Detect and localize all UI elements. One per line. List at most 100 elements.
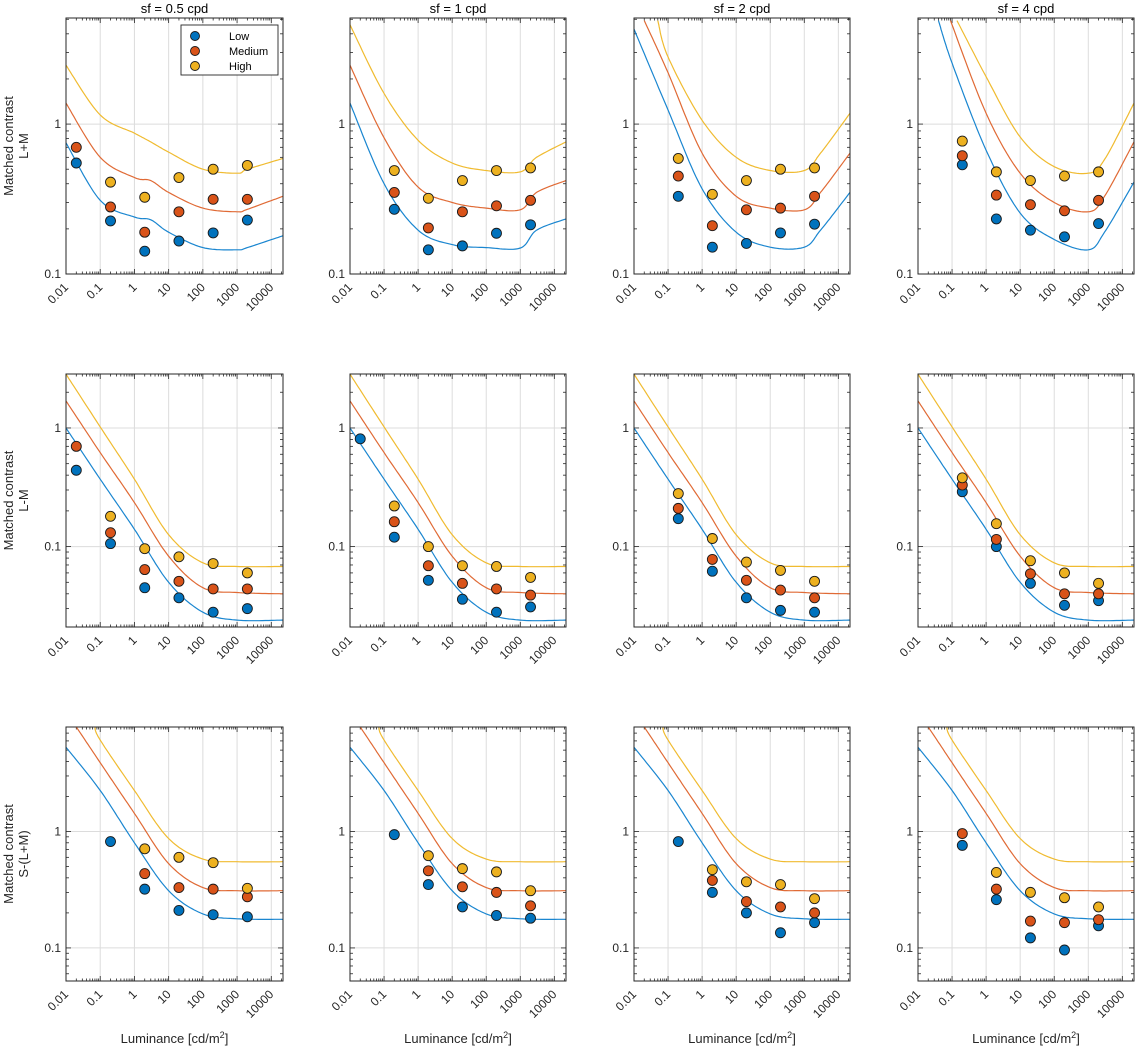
y-tick-label: 1 [622, 825, 629, 839]
curve-high [657, 20, 850, 173]
panel-r2-c3: 0.1 1 0.01 0.1 1 10 100 1000 10000 [612, 373, 851, 667]
x-tick-label: 1000 [213, 987, 242, 1016]
y-tick-label: 0.1 [328, 267, 345, 281]
axes-box [65, 17, 284, 275]
x-tick-label: 1000 [497, 987, 526, 1016]
x-axis-label-sup: 2 [1071, 1030, 1076, 1040]
curves-group [350, 727, 566, 920]
x-tick-label: 1000 [213, 280, 242, 309]
data-point-medium [525, 194, 536, 206]
x-tick-label: 10000 [526, 987, 560, 1021]
curve-low [66, 427, 283, 622]
y-axis-label-line1: Matched contrast [1, 804, 16, 904]
x-tick-label: 1000 [781, 633, 810, 662]
x-tick-label: 0.1 [935, 987, 957, 1009]
x-tick-label: 100 [467, 280, 491, 304]
x-axis-label: Luminance [cd/m2] [404, 1030, 512, 1046]
x-axis-label-main: Luminance [cd/m [972, 1031, 1071, 1046]
data-point-high [990, 866, 1002, 878]
data-point-low [456, 240, 468, 252]
data-point-medium [740, 896, 752, 908]
data-point-low [775, 227, 786, 239]
data-point-high [706, 533, 718, 544]
x-tick-label: 10 [438, 633, 458, 653]
curve-medium [350, 64, 566, 212]
data-point-medium [105, 201, 116, 213]
y-tick-label: 0.1 [612, 540, 629, 554]
data-point-low [706, 565, 718, 577]
data-point-medium [706, 553, 718, 565]
curve-medium [66, 400, 283, 595]
x-tick-label: 1000 [781, 987, 810, 1016]
data-point-low [422, 879, 434, 891]
axes-box [633, 17, 851, 275]
x-axis-label: Luminance [cd/m2] [972, 1030, 1080, 1046]
data-point-low [388, 203, 400, 215]
data-point-medium [1093, 914, 1104, 926]
axes-box [917, 726, 1135, 982]
curve-medium [643, 727, 850, 892]
data-point-medium [740, 204, 752, 216]
data-point-medium [207, 883, 219, 895]
y-tick-label: 0.1 [328, 540, 345, 554]
axes-box [633, 726, 851, 982]
x-axis-label-end: ] [792, 1031, 796, 1046]
data-point-medium [456, 881, 468, 893]
y-tick-label: 0.1 [896, 267, 913, 281]
x-tick-label: 0.1 [367, 987, 389, 1009]
data-point-high [241, 159, 253, 171]
x-tick-label: 10 [722, 633, 742, 653]
x-tick-label: 10000 [1094, 987, 1128, 1021]
y-tick-label: 1 [338, 825, 345, 839]
x-tick-label: 100 [1035, 987, 1059, 1011]
curves-group [937, 20, 1134, 251]
legend-label-medium: Medium [229, 46, 268, 58]
y-tick-label: 1 [54, 117, 61, 131]
data-point-low [809, 218, 820, 230]
data-point-low [139, 582, 151, 594]
legend: Low Medium High [180, 24, 279, 76]
data-point-medium [775, 584, 786, 596]
x-tick-label: 0.1 [651, 280, 673, 302]
x-tick-label: 10000 [810, 633, 844, 667]
axes-background [918, 18, 1134, 274]
x-tick-label: 0.01 [897, 280, 924, 307]
x-tick-label: 1 [125, 280, 140, 295]
data-point-high [207, 558, 219, 569]
x-tick-label: 10 [1006, 280, 1026, 300]
legend-marker-high [190, 61, 200, 71]
x-tick-label: 10 [154, 633, 174, 653]
x-tick-label: 10 [1006, 633, 1026, 653]
axes-box [917, 17, 1135, 275]
x-tick-label: 1000 [1065, 280, 1094, 309]
curve-high [634, 374, 850, 568]
x-tick-label: 1000 [1065, 633, 1094, 662]
x-axis-label-end: ] [225, 1031, 229, 1046]
data-point-high [809, 893, 820, 905]
legend-marker-low [190, 31, 200, 41]
axes-box [349, 726, 567, 982]
x-tick-label: 10000 [526, 280, 560, 314]
column-title: sf = 4 cpd [998, 1, 1055, 16]
data-point-high [388, 500, 400, 512]
data-point-high [740, 175, 752, 187]
data-point-high [956, 472, 968, 484]
y-tick-label: 1 [622, 117, 629, 131]
curve-high [350, 24, 566, 174]
x-tick-label: 100 [1035, 633, 1059, 657]
x-axis-label-end: ] [508, 1031, 512, 1046]
x-tick-label: 1 [409, 280, 424, 295]
x-tick-label: 10000 [810, 987, 844, 1021]
curve-low [634, 28, 850, 250]
data-point-high [1059, 170, 1070, 182]
data-point-high [1093, 166, 1104, 178]
x-tick-label: 10000 [810, 280, 844, 314]
data-point-high [1024, 175, 1036, 187]
data-point-high [990, 166, 1002, 178]
data-point-low [740, 592, 752, 604]
data-point-medium [956, 828, 968, 840]
curve-high [350, 374, 566, 568]
legend-label-high: High [229, 61, 252, 73]
